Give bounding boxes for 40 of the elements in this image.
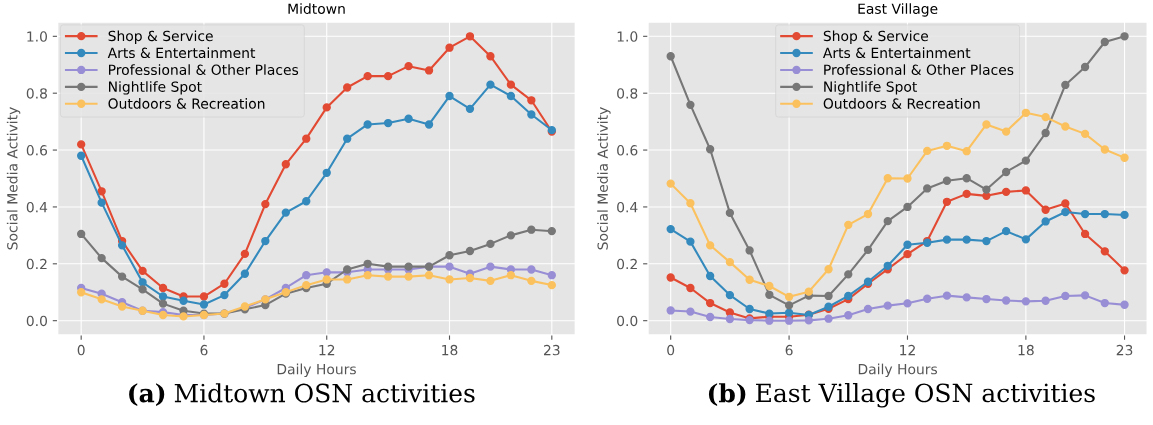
y-tick-label: 0.8 xyxy=(26,88,47,99)
y-tick-label: 1.0 xyxy=(617,31,638,42)
legend-label: Shop & Service xyxy=(108,30,213,44)
legend-label: Nightlife Spot xyxy=(824,81,917,95)
y-axis-title: Social Media Activity xyxy=(597,107,611,250)
y-tick-label: 0.0 xyxy=(617,315,638,327)
legend-label: Arts & Entertainment xyxy=(822,47,971,59)
x-tick-label: 0 xyxy=(77,344,85,356)
x-tick-label: 12 xyxy=(319,344,335,356)
text: (a) Midtown OSN activities xyxy=(129,383,475,407)
y-tick-label: 0.4 xyxy=(26,201,48,213)
x-tick-label: 23 xyxy=(544,344,560,356)
y-tick-label: 1.0 xyxy=(27,31,48,42)
y-tick-label: 0.6 xyxy=(26,145,48,156)
y-tick-label: 0.2 xyxy=(26,258,47,270)
y-axis-title: Social Media Activity xyxy=(6,107,21,250)
legend-label: Shop & Service xyxy=(823,30,929,44)
x-tick-label: 6 xyxy=(200,344,208,356)
y-tick-label: 0.0 xyxy=(26,315,48,327)
y-tick-label: 0.6 xyxy=(617,145,638,156)
x-tick-label: 12 xyxy=(900,344,915,356)
legend-label: Arts & Entertainment xyxy=(107,47,256,59)
x-tick-label: 0 xyxy=(667,344,675,356)
x-axis-title: Daily Hours xyxy=(858,363,938,378)
chart-title: Midtown xyxy=(288,3,345,14)
y-tick-label: 0.2 xyxy=(617,258,637,270)
x-axis-title: Daily Hours xyxy=(277,363,356,378)
legend-label: Outdoors & Recreation xyxy=(823,98,980,109)
text: (b) East Village OSN activities xyxy=(708,382,1095,408)
legend-label: Professional & Other Places xyxy=(109,64,299,76)
y-tick-label: 0.8 xyxy=(617,88,638,99)
x-tick-label: 23 xyxy=(1116,344,1133,356)
x-tick-label: 18 xyxy=(1018,344,1034,356)
legend-label: Professional & Other Places xyxy=(824,64,1014,76)
chart-title: East Village xyxy=(858,3,938,17)
x-tick-label: 6 xyxy=(785,344,793,356)
y-tick-label: 0.4 xyxy=(617,201,638,213)
legend-label: Nightlife Spot xyxy=(109,81,202,95)
legend-label: Outdoors & Recreation xyxy=(108,98,265,109)
x-tick-label: 18 xyxy=(442,344,458,356)
